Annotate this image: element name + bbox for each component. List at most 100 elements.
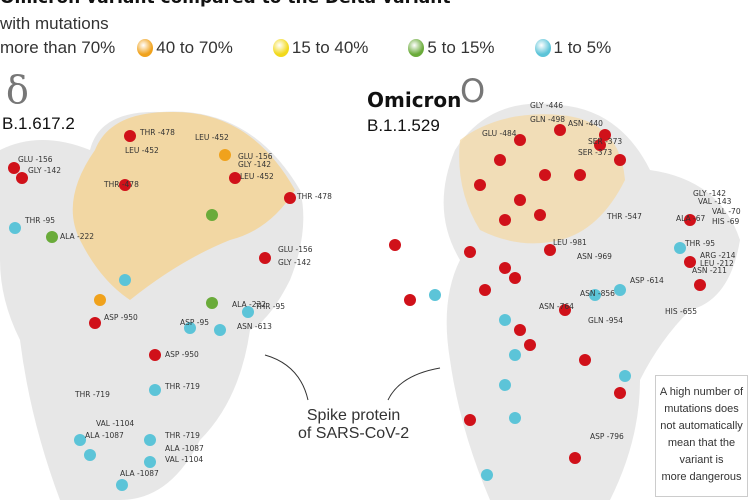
mutation-site	[619, 370, 631, 382]
mutation-site	[242, 306, 254, 318]
residue-label: GLY -142	[278, 258, 311, 267]
mutation-site	[479, 284, 491, 296]
residue-label: SER -373	[578, 148, 613, 157]
mutation-site	[544, 244, 556, 256]
legend-item: 1 to 5%	[534, 38, 612, 58]
mutation-site	[214, 324, 226, 336]
arrow-to-delta	[264, 354, 309, 401]
mutation-site	[229, 172, 241, 184]
mutation-site	[494, 154, 506, 166]
omicron-symbol: O	[460, 72, 486, 110]
note-line: mutations does	[664, 403, 739, 415]
mutation-site	[499, 262, 511, 274]
residue-label: ASP -950	[104, 313, 138, 322]
residue-label: VAL -1104	[96, 419, 135, 428]
mutation-site	[474, 179, 486, 191]
note-line: more dangerous	[661, 471, 742, 483]
mutation-site	[514, 324, 526, 336]
legend-label: more than 70%	[0, 38, 116, 57]
note-line: variant is	[679, 454, 724, 466]
mutation-site	[694, 279, 706, 291]
legend-swatch-icon	[272, 39, 289, 57]
mutation-site	[594, 139, 606, 151]
legend-label: 1 to 5%	[553, 38, 612, 57]
residue-label: ASP -796	[590, 432, 624, 441]
residue-label: THR -478	[140, 128, 175, 137]
residue-label: THR -719	[165, 431, 200, 440]
mutation-site	[206, 297, 218, 309]
residue-label: GLU -484	[482, 129, 517, 138]
residue-label: THR -478	[297, 192, 332, 201]
mutation-site	[219, 149, 231, 161]
residue-label: LEU -981	[553, 238, 587, 247]
delta-symbol: δ	[6, 68, 29, 112]
residue-label: ALA -1087	[120, 469, 159, 478]
mutation-site	[569, 452, 581, 464]
omicron-name: Omicron	[367, 88, 462, 112]
note-line: A high number of	[659, 386, 744, 398]
mutation-site	[499, 379, 511, 391]
legend-item: 40 to 70%	[137, 38, 233, 58]
residue-label: THR -547	[607, 212, 642, 221]
mutation-site	[599, 129, 611, 141]
residue-label: LEU -452	[125, 146, 159, 155]
residue-label: HIS -69	[712, 217, 740, 226]
residue-label: LEU -452	[195, 133, 229, 142]
mutation-site	[684, 214, 696, 226]
mutation-site	[8, 162, 20, 174]
mutation-site	[94, 294, 106, 306]
page-title: Omicron variant compared to the Delta va…	[0, 0, 451, 8]
residue-label: ASP -950	[165, 350, 199, 359]
mutation-site	[614, 154, 626, 166]
residue-label: ASN -856	[580, 289, 615, 298]
residue-label: HIS -655	[665, 307, 698, 316]
residue-label: ASN -764	[539, 302, 574, 311]
delta-lineage: B.1.617.2	[2, 114, 75, 133]
note-line: not automatically	[660, 420, 743, 432]
residue-label: ALA -67	[676, 214, 706, 223]
residue-label: ASN -440	[568, 119, 603, 128]
residue-label: VAL -1104	[165, 455, 204, 464]
mutation-site	[464, 246, 476, 258]
mutation-site	[184, 322, 196, 334]
mutation-site	[116, 479, 128, 491]
mutation-site	[119, 179, 131, 191]
note-line: mean that the	[667, 437, 736, 449]
mutation-site	[574, 169, 586, 181]
residue-label: GLU -156	[18, 155, 53, 164]
mutation-site	[74, 434, 86, 446]
residue-label: LEU -452	[240, 172, 274, 181]
mutation-site	[674, 242, 686, 254]
spike-label-line: of SARS-CoV-2	[298, 425, 410, 442]
legend: more than 70% 40 to 70% 15 to 40% 5 to 15% 1…	[0, 38, 611, 58]
mutation-site	[589, 289, 601, 301]
mutation-site	[259, 252, 271, 264]
omicron-lineage: B.1.1.529	[367, 116, 440, 135]
legend-label: 15 to 40%	[291, 38, 369, 57]
residue-label: LEU -212	[700, 259, 734, 268]
residue-label: THR -478	[104, 180, 139, 189]
note-box: A high number of mutations does not auto…	[655, 375, 748, 497]
mutation-site	[554, 124, 566, 136]
mutation-site	[684, 256, 696, 268]
mutation-site	[481, 469, 493, 481]
legend-item: more than 70%	[0, 38, 115, 58]
mutation-site	[144, 456, 156, 468]
residue-label: ASN -969	[577, 252, 612, 261]
residue-label: THR -719	[75, 390, 110, 399]
mutation-site	[614, 284, 626, 296]
mutation-site	[429, 289, 441, 301]
mutation-site	[149, 384, 161, 396]
residue-label: GLU -156	[238, 152, 273, 161]
mutation-site	[46, 231, 58, 243]
legend-swatch-icon	[534, 39, 551, 57]
residue-label: SER -373	[588, 137, 623, 146]
residue-label: ASP -95	[180, 318, 210, 327]
legend-swatch-icon	[137, 39, 154, 57]
mutation-site	[84, 449, 96, 461]
mutation-site	[539, 169, 551, 181]
residue-label: VAL -143	[698, 197, 732, 206]
mutation-site	[524, 339, 536, 351]
legend-item: 5 to 15%	[408, 38, 495, 58]
